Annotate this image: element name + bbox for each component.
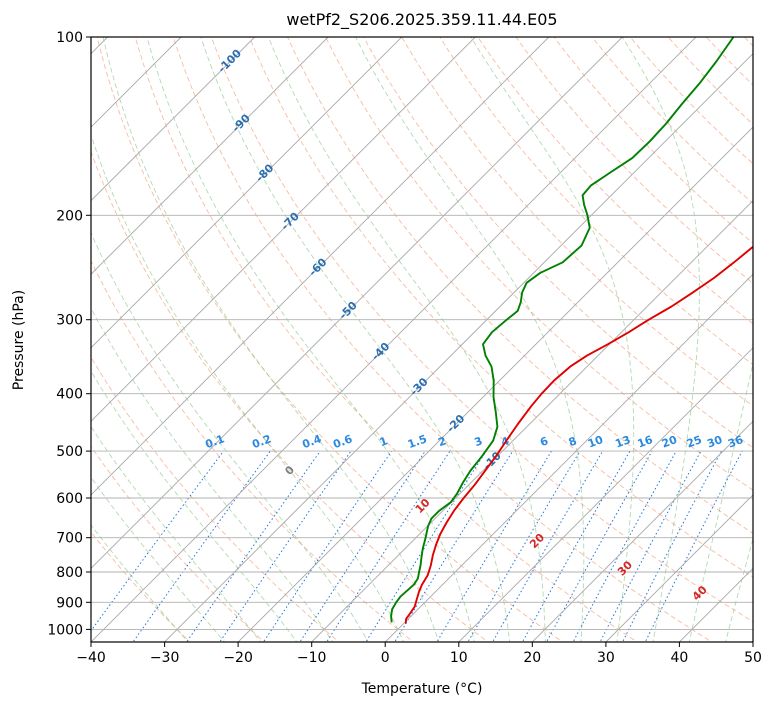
- x-tick-label: −20: [223, 650, 253, 666]
- y-tick-label: 600: [56, 491, 83, 507]
- y-axis-label: Pressure (hPa): [11, 290, 27, 390]
- y-tick-label: 300: [56, 313, 83, 329]
- y-tick-label: 800: [56, 565, 83, 581]
- x-axis-label: Temperature (°C): [361, 681, 483, 697]
- x-tick-label: 20: [523, 650, 541, 666]
- y-tick-label: 500: [56, 444, 83, 460]
- x-tick-label: −10: [297, 650, 327, 666]
- x-tick-label: 40: [670, 650, 688, 666]
- y-tick-label: 700: [56, 531, 83, 547]
- x-tick-label: 50: [744, 650, 762, 666]
- x-tick-label: −40: [76, 650, 106, 666]
- y-tick-label: 1000: [47, 622, 83, 638]
- y-tick-label: 100: [56, 30, 83, 46]
- chart-title: wetPf2_S206.2025.359.11.44.E05: [286, 10, 557, 30]
- y-tick-label: 900: [56, 595, 83, 611]
- x-tick-label: −30: [150, 650, 180, 666]
- x-tick-label: 10: [450, 650, 468, 666]
- x-tick-label: 0: [381, 650, 390, 666]
- y-tick-label: 200: [56, 208, 83, 224]
- x-tick-label: 30: [597, 650, 615, 666]
- y-tick-label: 400: [56, 387, 83, 403]
